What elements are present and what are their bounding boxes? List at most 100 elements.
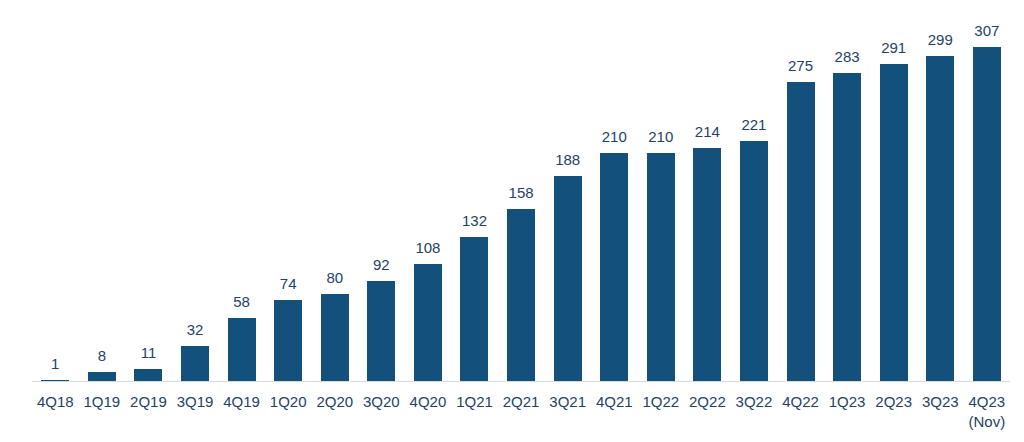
bar-value-label: 158 <box>509 183 534 202</box>
bar-column: 14Q18 <box>32 18 79 432</box>
bar-value-label: 80 <box>326 268 343 287</box>
x-axis-tick-label: 4Q22 <box>782 392 819 412</box>
bar <box>507 209 535 381</box>
bar-value-label: 8 <box>98 346 106 365</box>
x-axis-tick-label: 2Q19 <box>130 392 167 412</box>
bar-column: 74 1Q20 <box>265 18 312 432</box>
bar-column: 307 4Q23 (Nov) <box>964 18 1011 432</box>
x-axis-tick-label: 1Q20 <box>270 392 307 412</box>
bar-area: 11 <box>125 18 172 381</box>
bar-column: 299 3Q23 <box>917 18 964 432</box>
bar-column: 291 2Q23 <box>870 18 917 432</box>
bar <box>740 141 768 381</box>
bar-column: 32 3Q19 <box>172 18 219 432</box>
x-axis-tick-label: 1Q19 <box>84 392 121 412</box>
bar-chart: 14Q18 8 1Q19 11 2Q19 32 3Q19 58 4Q19 74 1Q20 80 2Q20… <box>0 0 1024 442</box>
x-axis-tick-label: 3Q21 <box>549 392 586 412</box>
bar-value-label: 291 <box>881 38 906 57</box>
bar-area: 92 <box>358 18 405 381</box>
bar-value-label: 275 <box>788 56 813 75</box>
bar-column: 210 1Q22 <box>638 18 685 432</box>
x-axis-tick-label: 3Q22 <box>736 392 773 412</box>
bar-column: 214 2Q22 <box>684 18 731 432</box>
bar-area: 307 <box>964 18 1011 381</box>
x-axis-tick-label: 3Q20 <box>363 392 400 412</box>
bar-value-label: 1 <box>51 354 59 373</box>
bar-area: 221 <box>731 18 778 381</box>
bar <box>926 56 954 381</box>
bar-value-label: 214 <box>695 122 720 141</box>
bar <box>600 153 628 381</box>
bar <box>973 47 1001 381</box>
bar-value-label: 11 <box>141 343 157 362</box>
bar <box>134 369 162 381</box>
bar <box>321 294 349 381</box>
bar-area: 188 <box>544 18 591 381</box>
bar-value-label: 210 <box>648 127 673 146</box>
bar <box>367 281 395 381</box>
x-axis-tick-label: 4Q20 <box>410 392 447 412</box>
bar-area: 108 <box>405 18 452 381</box>
bar-value-label: 210 <box>602 127 627 146</box>
bar-column: 92 3Q20 <box>358 18 405 432</box>
x-axis-tick-label: 4Q23 (Nov) <box>969 392 1006 432</box>
bar-area: 158 <box>498 18 545 381</box>
bar-area: 291 <box>870 18 917 381</box>
bar <box>88 372 116 381</box>
bar-value-label: 108 <box>415 238 440 257</box>
bar-area: 214 <box>684 18 731 381</box>
bar-column: 80 2Q20 <box>311 18 358 432</box>
bar-area: 80 <box>311 18 358 381</box>
bar-area: 1 <box>32 18 79 381</box>
x-axis-tick-label: 1Q21 <box>456 392 493 412</box>
bar-area: 132 <box>451 18 498 381</box>
bar-area: 58 <box>218 18 265 381</box>
bar <box>647 153 675 381</box>
bar <box>460 237 488 381</box>
bar-area: 74 <box>265 18 312 381</box>
x-axis-tick-label: 3Q23 <box>922 392 959 412</box>
bar <box>414 264 442 381</box>
bar <box>181 346 209 381</box>
bar-area: 275 <box>777 18 824 381</box>
bar-value-label: 307 <box>974 21 999 40</box>
bar <box>554 176 582 381</box>
bar <box>693 148 721 381</box>
bar-column: 283 1Q23 <box>824 18 871 432</box>
bar-value-label: 188 <box>555 150 580 169</box>
bar-value-label: 283 <box>835 47 860 66</box>
bar <box>833 73 861 381</box>
bar-column: 11 2Q19 <box>125 18 172 432</box>
x-axis-tick-label: 1Q22 <box>642 392 679 412</box>
x-axis-line <box>32 381 1010 382</box>
x-axis-tick-label: 2Q20 <box>316 392 353 412</box>
bar-value-label: 32 <box>187 320 204 339</box>
bar <box>274 300 302 381</box>
x-axis-tick-label: 2Q22 <box>689 392 726 412</box>
bar-column: 221 3Q22 <box>731 18 778 432</box>
bar <box>787 82 815 381</box>
bar-area: 210 <box>591 18 638 381</box>
x-axis-tick-label: 4Q19 <box>223 392 260 412</box>
bar-value-label: 58 <box>233 292 250 311</box>
bar <box>880 64 908 381</box>
bar-area: 32 <box>172 18 219 381</box>
bar-column: 188 3Q21 <box>544 18 591 432</box>
plot-area: 14Q18 8 1Q19 11 2Q19 32 3Q19 58 4Q19 74 1Q20 80 2Q20… <box>32 18 1010 432</box>
bar-column: 210 4Q21 <box>591 18 638 432</box>
bar-value-label: 132 <box>462 211 487 230</box>
bar-value-label: 221 <box>741 115 766 134</box>
bar-value-label: 92 <box>373 255 390 274</box>
x-axis-tick-label: 4Q21 <box>596 392 633 412</box>
x-axis-tick-label: 3Q19 <box>177 392 214 412</box>
bar-area: 299 <box>917 18 964 381</box>
bar-value-label: 74 <box>280 274 297 293</box>
x-axis-tick-label: 2Q21 <box>503 392 540 412</box>
bar-area: 8 <box>79 18 126 381</box>
bar <box>228 318 256 381</box>
bar-column: 158 2Q21 <box>498 18 545 432</box>
x-axis-tick-label: 2Q23 <box>875 392 912 412</box>
x-axis-tick-label: 1Q23 <box>829 392 866 412</box>
bar-column: 8 1Q19 <box>79 18 126 432</box>
bar-column: 132 1Q21 <box>451 18 498 432</box>
